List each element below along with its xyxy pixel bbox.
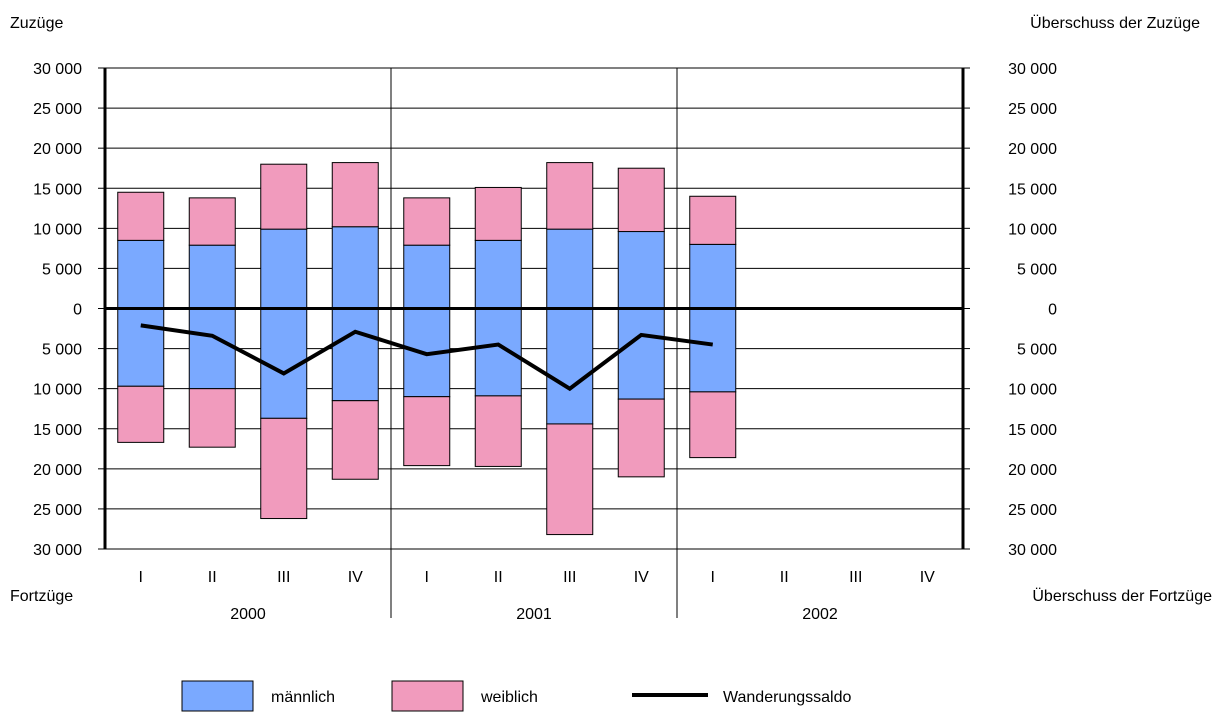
bar-weiblich-fortzuege [188,388,236,448]
bar-maennlich-zuzuege [546,228,594,309]
legend-swatch-maennlich [181,680,254,712]
y-tick-label-right: 25 000 [1008,101,1057,118]
bar-weiblich-zuzuege [689,195,737,245]
bar-weiblich-zuzuege [331,162,379,228]
y-tick-label-left: 30 000 [33,542,82,559]
bar-weiblich-fortzuege [260,417,308,520]
bar-weiblich-zuzuege [117,191,165,241]
x-tick-label: II [208,569,217,586]
x-tick-label: IV [634,569,649,586]
x-tick-label: II [780,569,789,586]
x-tick-label: IV [348,569,363,586]
y-tick-label-left: 25 000 [33,502,82,519]
legend-label-saldo: Wanderungssaldo [723,689,851,706]
y-tick-label-right: 5 000 [1017,261,1057,278]
bar-maennlich-zuzuege [117,239,165,310]
y-tick-label-left: 20 000 [33,141,82,158]
y-tick-label-left: 0 [73,302,82,319]
bar-weiblich-fortzuege [117,385,165,443]
bar-maennlich-zuzuege [403,244,451,309]
plot-area: 30 000 30 000 25 000 25 000 20 000 20 000 15 0… [33,61,1057,623]
bar-maennlich-zuzuege [331,226,379,309]
bar-maennlich-fortzuege [331,308,379,402]
y-tick-label-right: 0 [1048,302,1057,319]
bar-maennlich-zuzuege [474,239,522,310]
bar-maennlich-zuzuege [617,231,665,309]
y-tick-label-right: 30 000 [1008,542,1057,559]
bar-weiblich-zuzuege [546,162,594,230]
bar-maennlich-zuzuege [689,243,737,309]
bar-weiblich-fortzuege [403,396,451,467]
bar-weiblich-zuzuege [474,186,522,241]
bar-maennlich-fortzuege [188,308,236,390]
bar-weiblich-fortzuege [617,398,665,478]
y-tick-label-left: 15 000 [33,181,82,198]
bar-weiblich-zuzuege [260,163,308,230]
year-label: 2001 [516,606,552,623]
x-tick-label: IV [920,569,935,586]
bar-weiblich-zuzuege [188,197,236,246]
y-tick-label-right: 30 000 [1008,61,1057,78]
year-label: 2000 [230,606,266,623]
y-tick-label-left: 25 000 [33,101,82,118]
x-tick-label: I [425,569,429,586]
legend: männlich weiblich Wanderungssaldo [181,680,851,712]
y-tick-label-left: 5 000 [42,261,82,278]
y-tick-label-right: 10 000 [1008,221,1057,238]
saldo-line [140,323,714,392]
bar-maennlich-fortzuege [617,308,665,400]
x-tick-label: III [277,569,290,586]
bar-maennlich-fortzuege [546,308,594,425]
y-tick-label-right: 15 000 [1008,181,1057,198]
left-top-label: Zuzüge [10,15,63,32]
y-tick-label-left: 20 000 [33,462,82,479]
year-label: 2002 [802,606,838,623]
bar-weiblich-fortzuege [474,395,522,467]
x-tick-label: II [494,569,503,586]
y-tick-label-right: 20 000 [1008,462,1057,479]
x-tick-label: I [711,569,715,586]
x-tick-label: I [139,569,143,586]
bar-maennlich-zuzuege [260,228,308,309]
y-tick-label-left: 10 000 [33,382,82,399]
bar-weiblich-fortzuege [546,423,594,536]
legend-swatch-weiblich [391,680,464,712]
bar-maennlich-fortzuege [117,308,165,387]
right-top-label: Überschuss der Zuzüge [1030,14,1200,32]
bar-weiblich-fortzuege [689,391,737,459]
x-tick-label: III [849,569,862,586]
bar-maennlich-fortzuege [689,308,737,393]
y-tick-label-right: 15 000 [1008,422,1057,439]
y-tick-label-left: 15 000 [33,422,82,439]
y-tick-label-right: 10 000 [1008,382,1057,399]
legend-label-weiblich: weiblich [480,689,538,706]
bar-weiblich-zuzuege [617,167,665,233]
y-tick-label-right: 20 000 [1008,141,1057,158]
bar-weiblich-zuzuege [403,197,451,246]
right-bottom-label: Überschuss der Fortzüge [1032,587,1212,605]
y-tick-label-left: 5 000 [42,342,82,359]
y-tick-label-left: 10 000 [33,221,82,238]
bar-weiblich-fortzuege [331,400,379,480]
y-tick-label-right: 25 000 [1008,502,1057,519]
y-tick-label-left: 30 000 [33,61,82,78]
x-tick-label: III [563,569,576,586]
y-tick-label-right: 5 000 [1017,342,1057,359]
legend-label-maennlich: männlich [271,689,335,706]
bar-maennlich-zuzuege [188,244,236,309]
left-bottom-label: Fortzüge [10,588,73,605]
